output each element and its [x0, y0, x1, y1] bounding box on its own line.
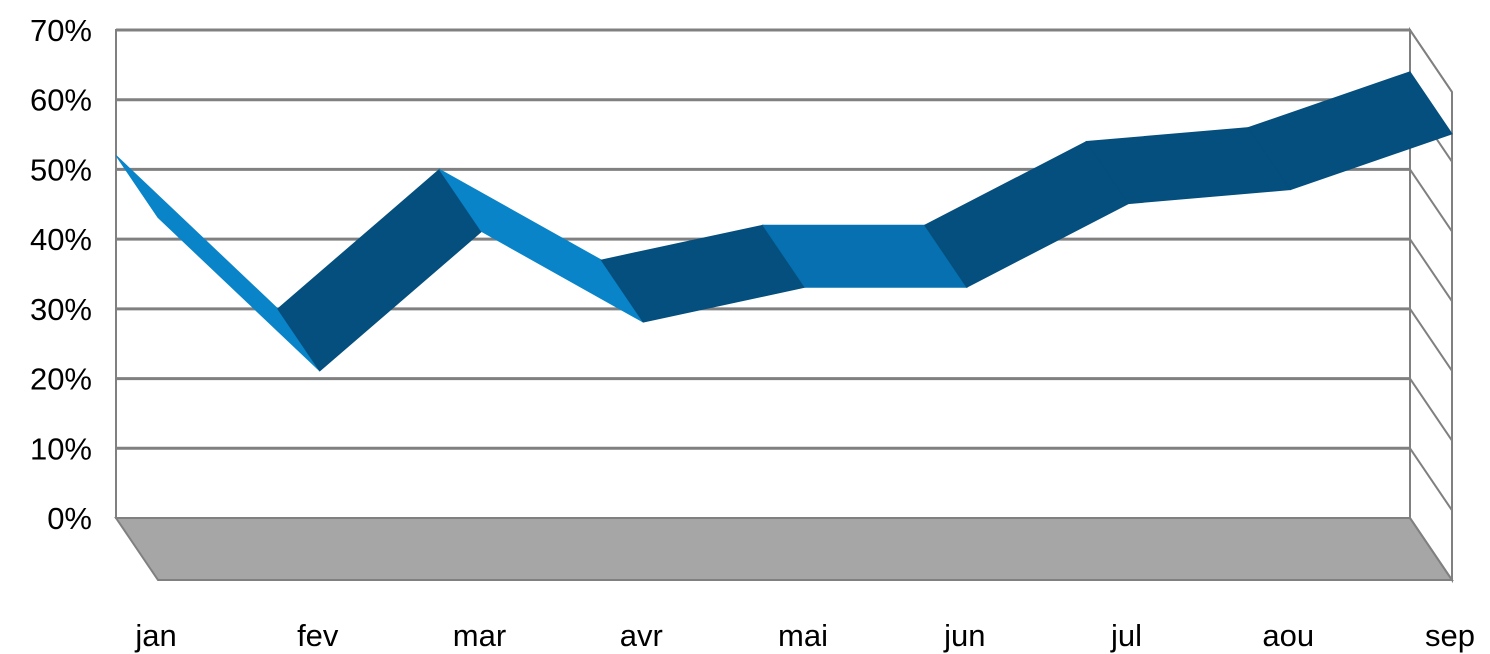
x-tick-label: jan [134, 618, 176, 653]
ribbon-segment [277, 168, 483, 372]
x-tick-label: jul [1110, 618, 1142, 653]
ribbon-segment [1247, 71, 1453, 191]
side-gridline [1409, 308, 1453, 372]
x-tick-label: fev [297, 618, 339, 653]
y-tick-label: 0% [47, 501, 92, 536]
ribbon-segment [439, 168, 644, 323]
x-tick-label: mai [778, 618, 828, 653]
x-axis-tick-labels: jan fev mar avr mai jun jul aou sep [134, 618, 1475, 653]
ribbon-segment [115, 155, 321, 372]
y-tick-label: 20% [30, 362, 92, 397]
side-gridline [1409, 378, 1453, 442]
y-tick-label: 40% [30, 222, 92, 257]
side-gridline [1409, 447, 1453, 511]
y-tick-label: 70% [30, 13, 92, 48]
x-tick-label: sep [1425, 618, 1475, 653]
y-axis-tick-labels: 0% 10% 20% 30% 40% 50% 60% 70% [30, 13, 92, 536]
y-tick-label: 30% [30, 292, 92, 327]
x-tick-label: aou [1262, 618, 1314, 653]
y-tick-label: 60% [30, 83, 92, 118]
x-tick-label: mar [453, 618, 506, 653]
y-tick-label: 10% [30, 431, 92, 466]
ribbon-segment [924, 140, 1130, 288]
floor [114, 517, 1454, 581]
side-gridline [1409, 238, 1453, 302]
side-gridline [1409, 29, 1453, 93]
x-tick-label: avr [620, 618, 663, 653]
side-gridline [1409, 168, 1453, 232]
series-ribbon [115, 71, 1453, 372]
x-tick-label: jun [943, 618, 985, 653]
plot-walls [114, 26, 1454, 584]
y-tick-label: 50% [30, 152, 92, 187]
